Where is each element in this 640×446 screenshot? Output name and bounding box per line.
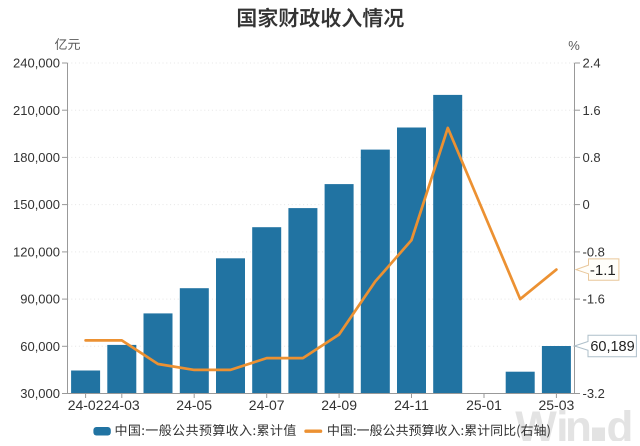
svg-text:%: % xyxy=(568,38,580,53)
svg-text:25-01: 25-01 xyxy=(466,397,502,413)
svg-text:60,189: 60,189 xyxy=(590,339,634,355)
svg-text:150,000: 150,000 xyxy=(13,197,60,212)
svg-text:0.8: 0.8 xyxy=(583,150,601,165)
svg-text:24-09: 24-09 xyxy=(321,397,357,413)
svg-text:-1.1: -1.1 xyxy=(590,262,616,279)
svg-text:30,000: 30,000 xyxy=(20,386,60,401)
svg-text:-0.8: -0.8 xyxy=(583,245,605,260)
svg-text:d: d xyxy=(607,403,634,442)
svg-text:210,000: 210,000 xyxy=(13,103,60,118)
svg-text:90,000: 90,000 xyxy=(20,292,60,307)
svg-text:180,000: 180,000 xyxy=(13,150,60,165)
svg-text:24-11: 24-11 xyxy=(394,397,429,413)
svg-text:24-02: 24-02 xyxy=(68,397,104,413)
svg-text:2.4: 2.4 xyxy=(583,56,601,71)
svg-text:24-05: 24-05 xyxy=(176,397,212,413)
svg-text:60,000: 60,000 xyxy=(20,339,60,354)
svg-text:-3.2: -3.2 xyxy=(583,386,605,401)
svg-text:24-03: 24-03 xyxy=(104,397,140,413)
svg-text:240,000: 240,000 xyxy=(13,56,60,71)
svg-text:i: i xyxy=(556,403,568,442)
svg-text:25-03: 25-03 xyxy=(538,397,574,413)
svg-text:120,000: 120,000 xyxy=(13,245,60,260)
svg-text:0: 0 xyxy=(583,197,590,212)
svg-text:-1.6: -1.6 xyxy=(583,292,605,307)
svg-text:24-07: 24-07 xyxy=(249,397,285,413)
svg-text:1.6: 1.6 xyxy=(583,103,601,118)
svg-text:n: n xyxy=(565,403,592,442)
